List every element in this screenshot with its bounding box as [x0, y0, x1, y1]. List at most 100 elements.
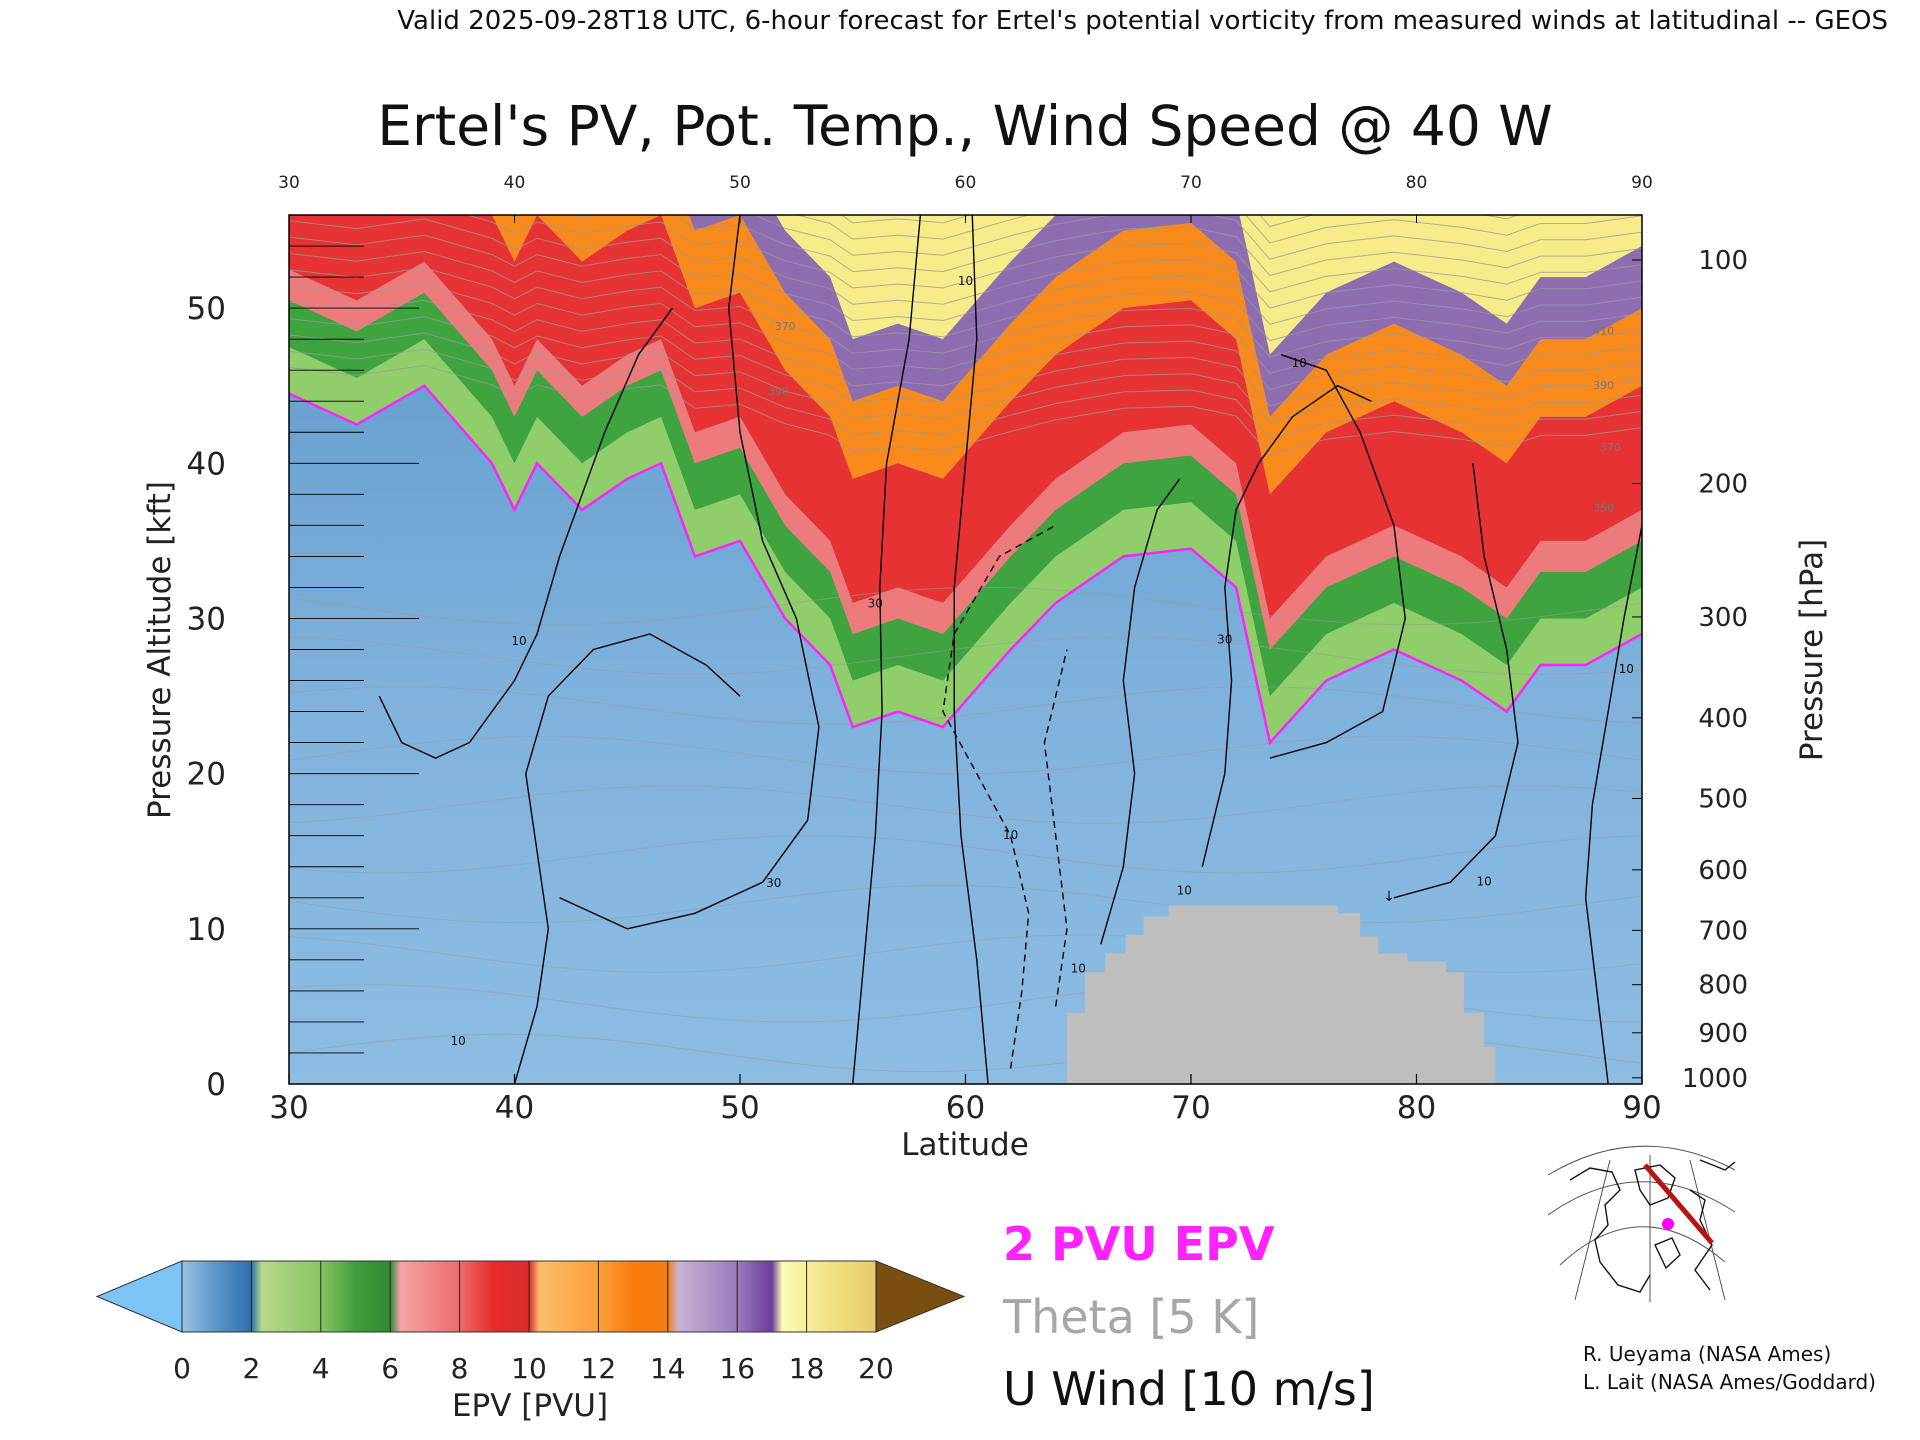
u-wind-contour [513, 633, 741, 1084]
x-tick-label: 80 [1397, 1090, 1436, 1126]
x-tick-label: 70 [1171, 1090, 1210, 1126]
theta-line-lower [289, 586, 1642, 626]
inset-track [1643, 1163, 1714, 1245]
x-tick-label: 40 [495, 1090, 534, 1126]
wind-contours: 10 10 30 30 10 10 10 10 30 10 10 10 [378, 215, 1642, 1084]
u-wind-contour-label: 10 [958, 274, 973, 288]
y-axis-label-right: Pressure [hPa] [1794, 539, 1830, 761]
u-wind-contour-label: 10 [1071, 961, 1086, 975]
top-x-tick-label: 40 [504, 173, 526, 193]
x-tick-label: 30 [269, 1090, 308, 1126]
colorbar-tick-label: 8 [451, 1352, 469, 1385]
plot-area: 10 10 30 30 10 10 10 10 30 10 10 10 390 370 410 390 370… [289, 215, 1642, 1084]
u-wind-contour-label: 10 [1619, 662, 1634, 676]
top-x-tick-label: 50 [729, 173, 751, 193]
u-wind-contour-label: 10 [1003, 828, 1018, 842]
inset-map [1543, 1145, 1739, 1304]
colorbar-tick-label: 20 [858, 1352, 894, 1385]
theta-line [289, 234, 1642, 325]
u-wind-contour [378, 307, 673, 759]
pv-layer-2-4 [289, 339, 1642, 743]
u-wind-contour [852, 215, 922, 1084]
theta-label: 390 [1593, 379, 1614, 392]
u-wind-contour [942, 524, 1057, 1069]
y-tick-label: 10 [187, 912, 226, 948]
u-wind-contour [1269, 353, 1406, 759]
x-tick-label: 90 [1622, 1090, 1661, 1126]
theta-line-lower [289, 884, 1642, 924]
theta-label: 390 [768, 385, 789, 398]
x-tick-label: 60 [946, 1090, 985, 1126]
u-wind-contour-label: 10 [511, 634, 526, 648]
colorbar-tick-label: 4 [312, 1352, 330, 1385]
theta-line [289, 348, 1642, 440]
pv-layer-17-20 [776, 215, 1642, 355]
colorbar-tick-label: 6 [381, 1352, 399, 1385]
u-wind-contour-label: 10 [450, 1034, 465, 1048]
theta-line [289, 267, 1642, 358]
legend-epv: 2 PVU EPV [1003, 1217, 1275, 1271]
pressure-tick-label: 800 [1698, 971, 1748, 1001]
theta-line [289, 299, 1642, 391]
theta-line-lower [289, 785, 1642, 824]
y-tick-label: 40 [187, 446, 226, 482]
pressure-tick-label: 500 [1698, 784, 1748, 814]
u-wind-contour-label: 30 [1217, 632, 1232, 646]
pv-layer-8-11 [289, 215, 1642, 619]
u-wind-contour [559, 215, 820, 930]
theta-line [289, 250, 1642, 342]
theta-line [289, 332, 1642, 423]
u-wind-contour-label: 10 [1177, 884, 1192, 898]
theta-label: 350 [1593, 501, 1614, 514]
theta-lines [289, 215, 1642, 1073]
colorbar-tick-label: 16 [719, 1352, 755, 1385]
colorbar-tick-label: 12 [581, 1352, 617, 1385]
colorbar: 0 2 4 6 8 10 12 14 16 18 20 [95, 1260, 966, 1385]
theta-line [289, 218, 1642, 309]
theta-line-lower [289, 636, 1642, 675]
credit-line-2: L. Lait (NASA Ames/Goddard) [1583, 1370, 1876, 1394]
chart-title: Ertel's PV, Pot. Temp., Wind Speed @ 40 … [377, 94, 1552, 158]
u-wind-contour [953, 215, 989, 1084]
pressure-tick-label: 700 [1698, 916, 1748, 946]
theta-line [753, 215, 1642, 260]
top-x-tick-label: 70 [1180, 173, 1202, 193]
colorbar-tick-label: 2 [242, 1352, 260, 1385]
pressure-tick-label: 100 [1698, 246, 1748, 276]
theta-label: 410 [1593, 324, 1614, 337]
theta-line [289, 364, 1642, 456]
u-wind-contour [1100, 478, 1181, 945]
legend-wind: U Wind [10 m/s] [1003, 1362, 1375, 1416]
x-tick-label: 50 [720, 1090, 759, 1126]
u-wind-contour [1584, 525, 1642, 1084]
theta-label: 370 [775, 320, 796, 333]
pressure-tick-label: 600 [1698, 856, 1748, 886]
u-wind-contour-label: 30 [868, 597, 883, 611]
x-axis-label: Latitude [901, 1127, 1029, 1163]
u-wind-contour-label: 10 [1292, 356, 1307, 370]
u-wind-contour [1043, 649, 1068, 1007]
pv-layers [289, 215, 1642, 743]
inset-map-plane-icon: ↓ [1383, 889, 1395, 905]
u-wind-contour [1201, 384, 1372, 867]
pressure-tick-label: 1000 [1682, 1064, 1748, 1094]
colorbar-under-arrow [95, 1260, 183, 1333]
theta-line-lower [289, 686, 1642, 725]
colorbar-tick-label: 18 [789, 1352, 825, 1385]
top-x-tick-label: 60 [955, 173, 977, 193]
u-wind-contour-label: 30 [766, 876, 781, 890]
legend-theta: Theta [5 K] [1002, 1290, 1259, 1344]
y-tick-label: 50 [187, 291, 226, 327]
y-axis-label-left: Pressure Altitude [kft] [142, 481, 178, 819]
credit-line-1: R. Ueyama (NASA Ames) [1583, 1342, 1832, 1366]
theta-line [465, 215, 1642, 293]
theta-line [289, 283, 1642, 374]
inset-marker [1662, 1218, 1674, 1230]
top-x-tick-label: 90 [1631, 173, 1653, 193]
theta-label: 370 [1600, 441, 1621, 454]
u-wind-contour-label: 10 [1477, 874, 1492, 888]
top-x-tick-label: 30 [278, 173, 300, 193]
pressure-tick-label: 300 [1698, 603, 1748, 633]
pressure-tick-label: 400 [1698, 704, 1748, 734]
